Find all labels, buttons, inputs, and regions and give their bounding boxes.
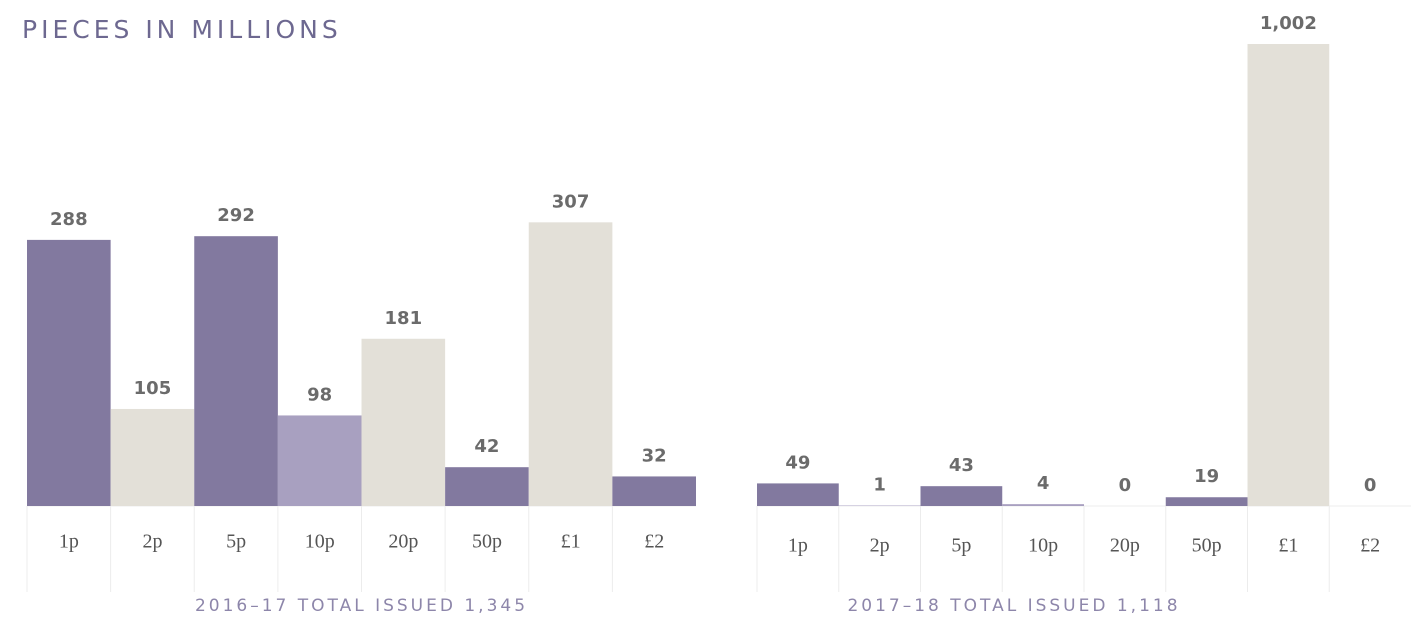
x-tick-label: 1p — [59, 531, 79, 553]
bar — [920, 486, 1003, 506]
x-tick-label: 2p — [142, 531, 162, 553]
x-tick-label: 10p — [305, 531, 335, 553]
value-label: 105 — [134, 378, 172, 399]
value-label: 42 — [474, 436, 499, 457]
x-tick-label: 20p — [1110, 535, 1140, 557]
x-tick-label: £2 — [644, 531, 664, 553]
x-tick-label: £1 — [561, 531, 581, 553]
bar — [27, 239, 111, 506]
bar — [1002, 504, 1084, 506]
value-label: 43 — [949, 455, 974, 476]
value-label: 0 — [1119, 475, 1132, 496]
chart-caption: 2016–17 TOTAL ISSUED 1,345 — [195, 596, 528, 616]
chart-caption: 2017–18 TOTAL ISSUED 1,118 — [847, 596, 1180, 616]
x-tick-label: 5p — [226, 531, 246, 553]
page-title: PIECES IN MILLIONS — [22, 15, 342, 44]
value-label: 1,002 — [1260, 13, 1317, 34]
bar — [361, 338, 446, 506]
x-tick-label: 2p — [870, 535, 890, 557]
value-label: 19 — [1194, 466, 1219, 487]
value-label: 98 — [307, 384, 332, 405]
value-label: 49 — [785, 452, 810, 473]
x-tick-label: 50p — [472, 531, 502, 553]
value-label: 1 — [873, 475, 886, 496]
value-label: 181 — [385, 308, 423, 329]
bar — [110, 408, 195, 506]
x-tick-label: 5p — [951, 535, 971, 557]
bar — [612, 476, 696, 506]
bar — [194, 236, 278, 506]
value-label: 32 — [642, 445, 667, 466]
x-tick-label: 10p — [1028, 535, 1058, 557]
x-tick-label: £2 — [1360, 535, 1380, 557]
bar — [1165, 497, 1248, 506]
bar — [528, 222, 613, 506]
bar — [277, 415, 362, 506]
bar — [1247, 44, 1330, 506]
value-label: 4 — [1037, 473, 1050, 494]
value-label: 288 — [50, 209, 88, 230]
value-label: 307 — [552, 191, 590, 212]
x-tick-label: 50p — [1192, 535, 1222, 557]
x-tick-label: £1 — [1278, 535, 1298, 557]
x-tick-label: 20p — [388, 531, 418, 553]
bar — [757, 483, 839, 506]
x-tick-label: 1p — [788, 535, 808, 557]
value-label: 0 — [1364, 475, 1377, 496]
bar — [445, 467, 529, 506]
value-label: 292 — [217, 205, 255, 226]
